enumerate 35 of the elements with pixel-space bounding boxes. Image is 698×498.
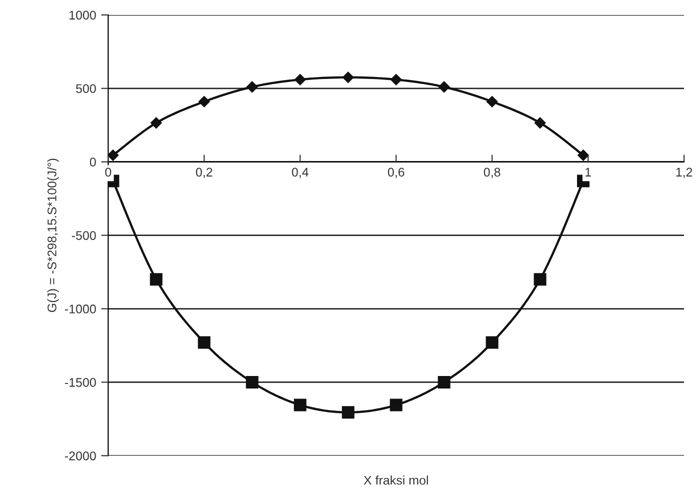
x-tick-label: 1,2 <box>676 168 692 178</box>
point <box>390 74 402 86</box>
point <box>486 96 498 108</box>
point <box>534 117 546 129</box>
x-tick-label: 0,4 <box>292 168 308 178</box>
y-axis-title: G(J) = -S*298,15.S*100(J/°) <box>47 158 59 312</box>
point <box>150 117 162 129</box>
point <box>198 96 210 108</box>
point <box>390 398 402 412</box>
point <box>534 273 546 286</box>
point <box>438 81 450 93</box>
point <box>438 376 450 388</box>
y-tick-label: -2000 <box>64 451 96 460</box>
point <box>342 72 354 83</box>
y-tick-label: 500 <box>76 84 96 94</box>
point <box>486 336 498 349</box>
point <box>294 398 306 412</box>
y-tick-label: -1000 <box>64 304 96 314</box>
x-tick-label: 1 <box>586 168 591 176</box>
x-tick-label: 0,6 <box>388 168 404 178</box>
point <box>246 376 258 388</box>
point <box>246 81 258 93</box>
x-tick-label: 0,8 <box>484 168 500 178</box>
point <box>294 74 306 86</box>
x-axis-title: X fraksi mol <box>364 476 428 485</box>
point <box>342 406 354 419</box>
point <box>198 336 210 349</box>
y-tick-label: 1000 <box>70 10 96 20</box>
point <box>578 150 589 161</box>
y-tick-label: 0 <box>90 158 96 166</box>
y-tick-label: -1500 <box>64 378 96 387</box>
x-tick-label: 0 <box>105 168 112 177</box>
point <box>150 273 162 286</box>
x-tick-label: 0,2 <box>196 168 212 178</box>
y-tick-label: -500 <box>72 231 96 240</box>
